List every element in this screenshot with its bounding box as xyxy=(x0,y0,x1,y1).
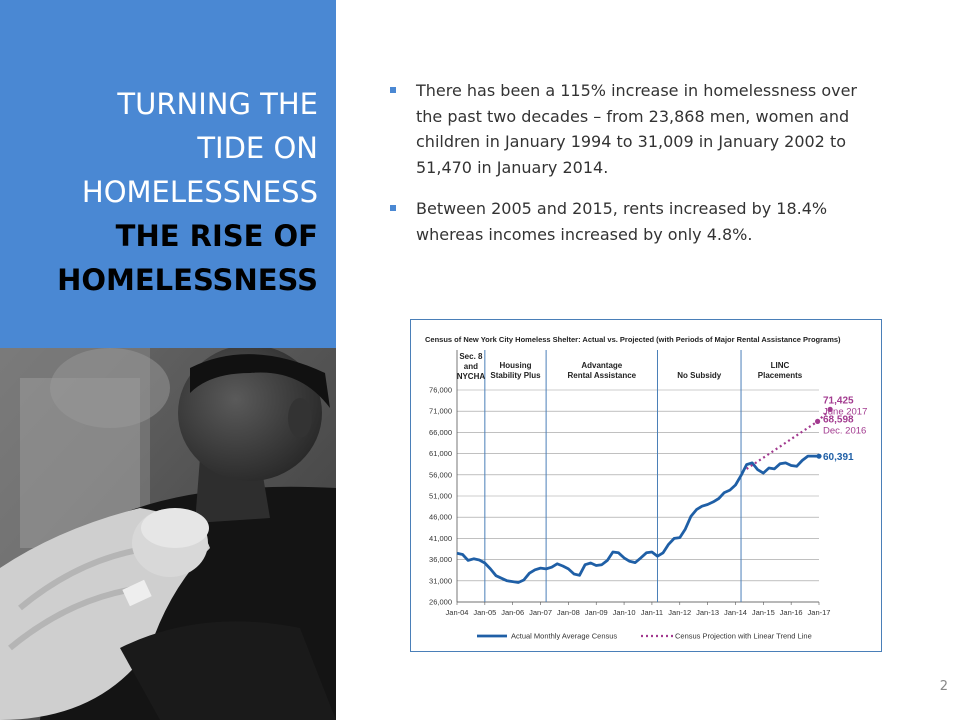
y-tick-label: 36,000 xyxy=(429,555,452,564)
period-label: No Subsidy xyxy=(677,371,722,380)
annotation-value: 71,425 xyxy=(823,395,854,406)
period-label: Housing xyxy=(499,361,531,370)
x-tick-label: Jan-12 xyxy=(668,608,691,617)
x-tick-label: Jan-09 xyxy=(585,608,608,617)
x-tick-label: Jan-14 xyxy=(724,608,747,617)
x-tick-label: Jan-10 xyxy=(613,608,636,617)
x-tick-label: Jan-08 xyxy=(557,608,580,617)
y-tick-label: 71,000 xyxy=(429,407,452,416)
x-tick-label: Jan-07 xyxy=(529,608,552,617)
y-tick-label: 51,000 xyxy=(429,492,452,501)
projection-point xyxy=(815,418,821,424)
y-tick-label: 46,000 xyxy=(429,513,452,522)
period-label: and xyxy=(464,362,478,371)
actual-census-line xyxy=(456,454,820,584)
census-chart: Census of New York City Homeless Shelter… xyxy=(410,319,882,652)
annotation-value: 60,391 xyxy=(823,452,854,463)
title-line: HOMELESSNESS xyxy=(81,175,318,209)
bullet-item: Between 2005 and 2015, rents increased b… xyxy=(386,196,886,247)
y-tick-label: 31,000 xyxy=(429,576,452,585)
period-label: LINC xyxy=(771,361,790,370)
x-tick-label: Jan-15 xyxy=(752,608,775,617)
period-label: Advantage xyxy=(581,361,622,370)
bullet-item: There has been a 115% increase in homele… xyxy=(386,78,886,180)
subtitle-line: HOMELESSNESS xyxy=(57,263,318,297)
x-tick-label: Jan-11 xyxy=(641,608,663,617)
bullet-list: There has been a 115% increase in homele… xyxy=(386,78,886,263)
father-and-baby-photo xyxy=(0,348,336,720)
legend-label: Census Projection with Linear Trend Line xyxy=(675,632,812,641)
y-tick-label: 61,000 xyxy=(429,449,452,458)
projection-line xyxy=(745,408,831,470)
bullet-text: There has been a 115% increase in homele… xyxy=(416,81,858,177)
subtitle-line: THE RISE OF xyxy=(115,219,318,253)
annotation-value: 68,598 xyxy=(823,414,854,425)
bullet-marker xyxy=(390,205,396,211)
slide-title: TURNING THE TIDE ON HOMELESSNESS THE RIS… xyxy=(18,82,318,302)
period-label: NYCHA xyxy=(457,372,486,381)
bullet-marker xyxy=(390,87,396,93)
census-chart-svg: Census of New York City Homeless Shelter… xyxy=(425,335,867,641)
x-tick-label: Jan-17 xyxy=(808,608,831,617)
period-label: Stability Plus xyxy=(490,371,541,380)
projection-point xyxy=(827,406,833,412)
title-line: TIDE ON xyxy=(197,131,318,165)
y-tick-label: 41,000 xyxy=(429,534,452,543)
y-tick-label: 66,000 xyxy=(429,428,452,437)
annotation-label: Dec. 2016 xyxy=(823,425,866,436)
chart-title: Census of New York City Homeless Shelter… xyxy=(425,335,841,344)
x-tick-label: Jan-16 xyxy=(780,608,803,617)
annotation-label: June 2017 xyxy=(823,406,867,417)
bullet-text: Between 2005 and 2015, rents increased b… xyxy=(416,199,828,244)
y-tick-label: 26,000 xyxy=(429,598,452,607)
x-tick-label: Jan-05 xyxy=(473,608,496,617)
y-tick-label: 76,000 xyxy=(429,386,452,395)
title-line: TURNING THE xyxy=(117,87,318,121)
y-tick-label: 56,000 xyxy=(429,470,452,479)
x-tick-label: Jan-04 xyxy=(446,608,469,617)
x-tick-label: Jan-13 xyxy=(696,608,719,617)
page-number: 2 xyxy=(939,679,948,694)
actual-end-point xyxy=(816,453,822,459)
legend-label: Actual Monthly Average Census xyxy=(511,632,617,641)
title-panel: TURNING THE TIDE ON HOMELESSNESS THE RIS… xyxy=(0,0,336,348)
period-label: Sec. 8 xyxy=(459,352,483,361)
period-label: Placements xyxy=(758,371,803,380)
period-label: Rental Assistance xyxy=(567,371,636,380)
x-tick-label: Jan-06 xyxy=(501,608,524,617)
